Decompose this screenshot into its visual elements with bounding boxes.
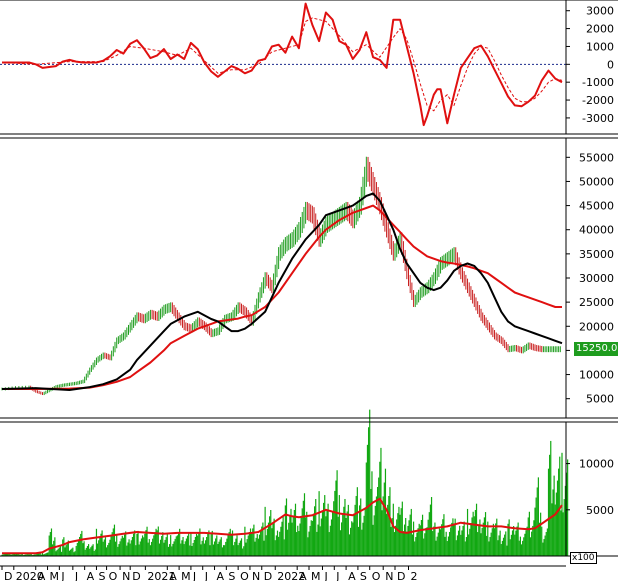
x-tick-label: 2 [411,570,418,581]
x-tick-label: M [50,570,60,581]
osc-axis-tick-label: -1000 [582,76,614,89]
x-tick-label: N [385,570,393,581]
volume-ma-line [2,497,563,555]
last-price-badge: 15250.00 [574,342,618,356]
x-tick-label: O [240,570,249,581]
x-tick-label: J [323,570,327,581]
x-tick-label: N [252,570,260,581]
x-tick-label: S [98,570,105,581]
x-tick-label: D [397,570,405,581]
x-tick-label: O [109,570,118,581]
osc-axis-tick-label: 3000 [586,5,614,18]
osc-axis-tick-label: 2000 [586,23,614,36]
panel-frames [0,0,618,557]
price-panel: 55000 50000 45000 40000 35000 30000 25000 20000… [1,151,614,406]
x-tick-label: D [264,570,272,581]
x-tick-label: S [228,570,235,581]
x-tick-label: J [335,570,339,581]
volume-axis-tick-label: 10000 [579,458,614,471]
volume-unit-label: x100 [570,552,597,564]
x-tick-label: 2021 [147,570,175,581]
oscillator-panel: 3000 2000 1000 0 -1000 -2000 -3000 [0,2,614,127]
osc-axis-tick-label: -3000 [582,112,614,125]
volume-axis-tick-label: 5000 [586,504,614,517]
x-tick-label: D [132,570,140,581]
signal-line [1,17,563,112]
x-tick-label: A [169,570,177,581]
x-tick-label: M [311,570,321,581]
osc-axis-tick-label: 0 [607,58,614,71]
price-axis-tick-label: 5000 [586,393,614,406]
x-tick-label: J [204,570,208,581]
x-tick-label: 2022 [277,570,305,581]
x-tick-label: A [348,570,356,581]
macd-line [2,2,563,127]
x-tick-label: A [38,570,46,581]
ma-fast-line [1,192,563,391]
x-tick-label: N [122,570,130,581]
x-tick-label: J [60,570,64,581]
price-axis-tick-label: 55000 [579,151,614,164]
price-axis-tick-label: 45000 [579,200,614,213]
x-tick-label: J [74,570,78,581]
x-tick-label: M [181,570,191,581]
x-tick-label: A [299,570,307,581]
price-axis-tick-label: 40000 [579,224,614,237]
osc-axis-tick-label: 1000 [586,40,614,53]
osc-axis-tick-label: -2000 [582,94,614,107]
x-tick-label: A [217,570,225,581]
price-axis-tick-label: 30000 [579,272,614,285]
volume-panel: 10000 5000 [1,409,614,556]
x-tick-label: 2020 [16,570,44,581]
x-tick-label: O [372,570,381,581]
price-axis-tick-label: 25000 [579,296,614,309]
price-axis-tick-label: 35000 [579,248,614,261]
price-axis-tick-label: 50000 [579,175,614,188]
x-tick-label: A [87,570,95,581]
x-tick-label: D [4,570,12,581]
price-axis-tick-label: 20000 [579,320,614,333]
x-tick-label: J [192,570,196,581]
price-axis-tick-label: 10000 [579,369,614,382]
ma-slow-line [2,204,562,390]
x-tick-label: S [360,570,367,581]
